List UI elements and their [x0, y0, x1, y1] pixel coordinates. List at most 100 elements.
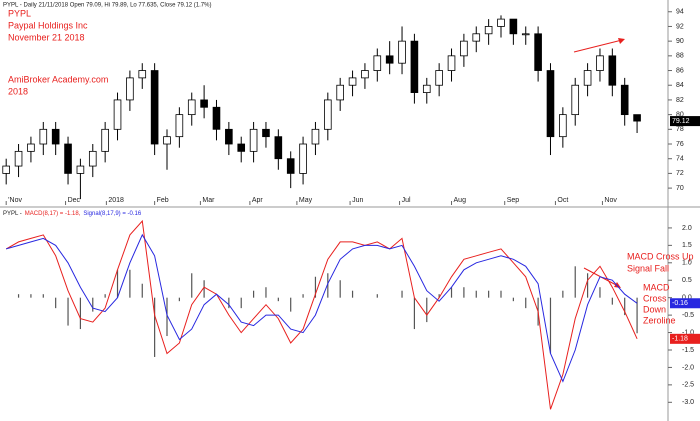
candle-body: [447, 55, 456, 71]
y-tick-label: 92: [676, 23, 684, 30]
candle-body: [212, 106, 221, 130]
y-tick-label: 76: [676, 141, 684, 148]
legend-entry: PYPL -: [3, 211, 22, 217]
candle-body: [324, 99, 332, 130]
candle-body: [64, 143, 72, 174]
candle-body: [336, 84, 344, 101]
candle-body: [348, 77, 357, 86]
x-tick-label: May: [299, 197, 313, 204]
x-tick-label: Jun: [352, 197, 363, 204]
candle-body: [27, 143, 35, 152]
y-tick-label: -1.0: [682, 329, 694, 336]
annotation: Down: [643, 304, 666, 314]
legend: PYPL - MACD(8,17) = -1.18, Signal(8,17,9) …: [3, 211, 142, 217]
x-tick-label: Sep: [507, 197, 520, 204]
candle-body: [225, 128, 233, 145]
line-series: [5, 219, 638, 410]
y-tick-label: 72: [676, 170, 684, 177]
value-tag-label: -0.16: [672, 300, 688, 307]
value-tag-label: -1.18: [672, 336, 688, 343]
candle-body: [76, 165, 85, 174]
candle-body: [571, 84, 580, 116]
annotation: MACD: [643, 282, 670, 292]
x-tick-label: 2018: [108, 197, 124, 204]
arrow-head: [614, 282, 621, 288]
value-tag: [670, 116, 700, 127]
x-tick-label: Mar: [202, 197, 215, 204]
candle-body: [286, 158, 295, 174]
x-tick-label: Dec: [68, 197, 81, 204]
annotation: 2018: [8, 86, 28, 96]
candle-body: [88, 150, 97, 167]
y-tick-label: -3.0: [682, 399, 694, 406]
candle-body: [311, 128, 320, 145]
y-tick-label: 82: [676, 97, 684, 104]
candle-body: [620, 84, 629, 116]
x-tick-label: Apr: [252, 197, 264, 204]
y-tick-label: 1.5: [682, 242, 692, 249]
y-tick-label: -1.5: [682, 347, 694, 354]
candle-body: [274, 136, 283, 160]
annotation: PYPL: [8, 8, 31, 18]
candle-body: [2, 165, 10, 174]
candle-body: [14, 150, 23, 167]
candle-body: [262, 128, 270, 138]
arrow-head: [618, 38, 625, 44]
candle-body: [187, 99, 196, 116]
x-tick-label: Jul: [402, 197, 411, 204]
candle-body: [534, 33, 542, 71]
y-tick-label: 2.0: [682, 225, 692, 232]
candle-body: [410, 40, 419, 93]
value-tag-label: 79.12: [672, 118, 690, 125]
candle-body: [497, 18, 505, 27]
y-tick-label: 78: [676, 126, 684, 133]
candle-body: [422, 84, 431, 93]
candle-body: [435, 70, 443, 86]
annotation: AmiBroker Academy.com: [8, 74, 108, 84]
y-tick-label: 0.0: [682, 295, 692, 302]
candle-body: [583, 70, 592, 86]
candle-body: [472, 33, 481, 42]
candle-body: [361, 70, 369, 79]
y-tick-label: 94: [676, 9, 684, 16]
candle-body: [546, 70, 555, 138]
candle-body: [101, 128, 109, 152]
annotation: Signal Fall: [627, 263, 669, 273]
candle-body: [249, 128, 258, 152]
x-tick-label: Feb: [157, 197, 169, 204]
candle-body: [521, 33, 530, 36]
x-tick-label: Nov: [604, 197, 617, 204]
candle-body: [385, 55, 394, 64]
value-tag: [670, 298, 700, 309]
y-tick-label: 74: [676, 156, 684, 163]
candle-body: [509, 18, 518, 35]
y-tick-label: -0.5: [682, 312, 694, 319]
candle-body: [398, 40, 406, 64]
annotation: Zeroline: [643, 315, 676, 325]
candle-body: [163, 136, 171, 145]
x-tick-label: Aug: [454, 197, 467, 204]
header: PYPL - Daily 21/11/2018 Open 79.09, Hi 7…: [3, 3, 211, 9]
value-tag: [670, 333, 700, 344]
candle-body: [559, 114, 567, 138]
candle-body: [138, 70, 147, 79]
y-tick-label: 90: [676, 38, 684, 45]
legend-entry: MACD(8,17) = -1.18,: [25, 211, 81, 217]
y-tick-label: 88: [676, 53, 684, 60]
candle-body: [460, 40, 468, 57]
candle-body: [39, 128, 48, 145]
candle-body: [150, 70, 159, 145]
legend-entry: Signal(8,17,9) = -0.16: [83, 211, 142, 217]
candle-body: [175, 114, 184, 138]
annotation: Paypal Holdings Inc: [8, 20, 88, 30]
y-tick-label: 1.0: [682, 260, 692, 267]
annotation: Cross: [643, 293, 667, 303]
candle-body: [200, 99, 208, 108]
candle-body: [126, 77, 134, 101]
x-tick-label: Oct: [557, 197, 568, 204]
y-tick-label: 70: [676, 185, 684, 192]
arrow: [573, 39, 623, 53]
candle-body: [299, 143, 307, 174]
